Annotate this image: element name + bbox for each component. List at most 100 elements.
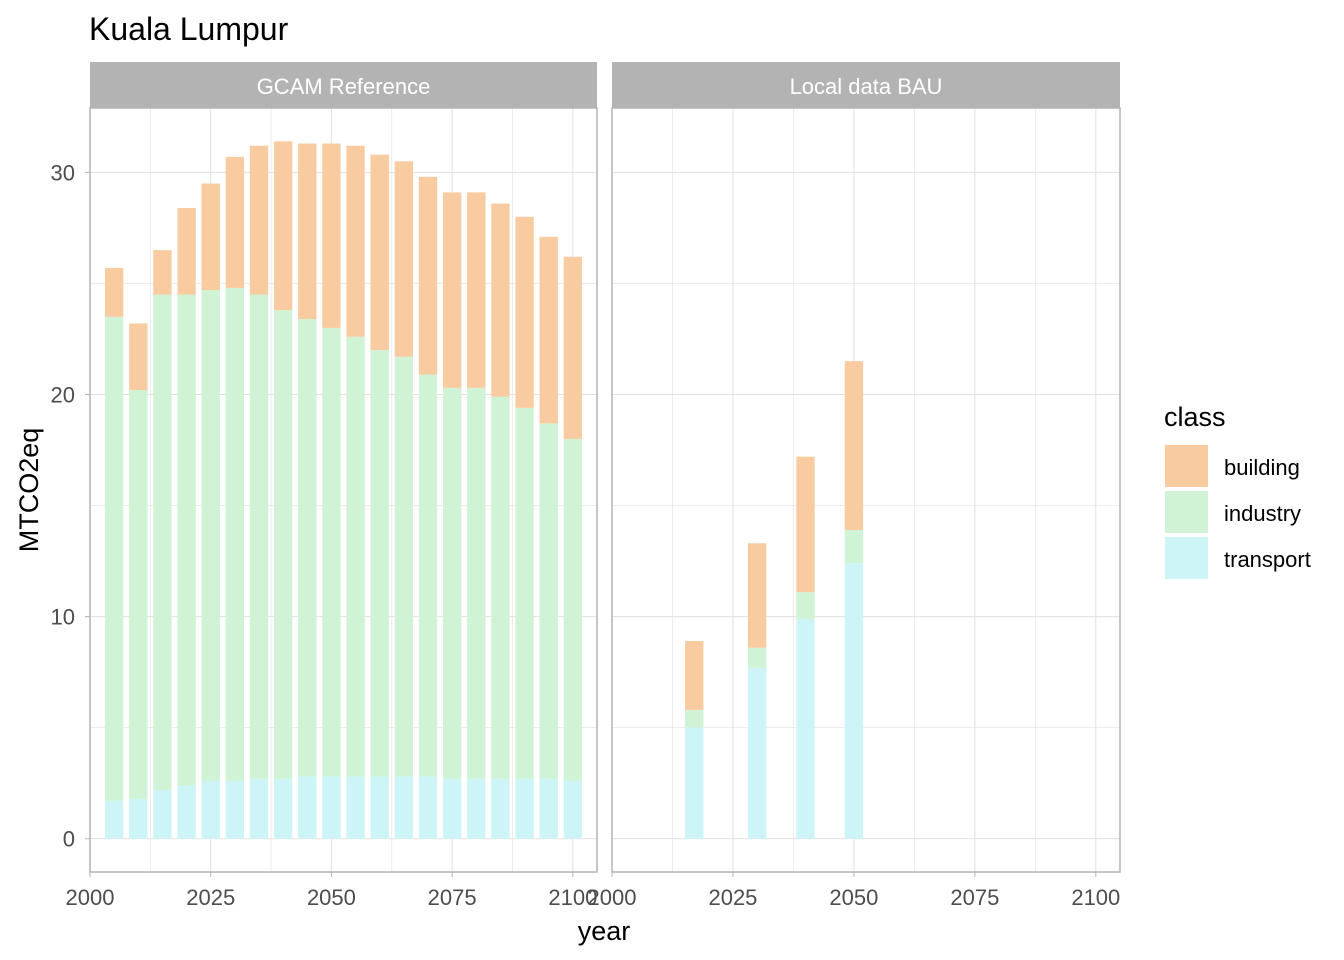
bar-industry-2017 — [685, 709, 704, 728]
bar-transport-2100 — [563, 780, 583, 839]
bar-transport-2045 — [298, 776, 317, 839]
bar-industry-2040 — [796, 592, 815, 619]
x-tick-label: 2100 — [548, 885, 597, 910]
bar-building-2020 — [177, 207, 196, 295]
bar-industry-2070 — [418, 374, 438, 777]
x-tick-label: 2000 — [588, 885, 637, 910]
legend-label-transport: transport — [1224, 547, 1311, 572]
bar-industry-2080 — [467, 387, 486, 779]
bar-building-2080 — [467, 192, 486, 388]
bar-building-2085 — [491, 203, 510, 397]
bar-industry-2095 — [539, 423, 558, 779]
bar-industry-2090 — [515, 407, 534, 779]
panel-border — [89, 107, 598, 873]
bar-transport-2040 — [796, 618, 815, 839]
bar-building-2010 — [129, 323, 148, 391]
bar-building-2060 — [370, 154, 389, 351]
bar-transport-2060 — [370, 776, 389, 839]
bar-transport-2070 — [418, 776, 438, 839]
x-tick-label: 2075 — [950, 885, 999, 910]
bar-industry-2060 — [370, 350, 389, 777]
bar-industry-2005 — [104, 316, 124, 801]
bar-building-2100 — [563, 256, 583, 439]
facet-panels: GCAM Reference 2000 2025 2050 2075 2100 0 10 20 3… — [51, 62, 1121, 910]
bar-transport-2050 — [844, 563, 864, 839]
bar-building-2030 — [747, 543, 767, 648]
bar-industry-2050 — [322, 327, 341, 777]
bar-transport-2050 — [322, 776, 341, 839]
x-tick-label: 2075 — [428, 885, 477, 910]
bar-building-2055 — [346, 145, 365, 337]
bars-gcam-reference — [104, 141, 583, 839]
x-tick-label: 2000 — [66, 885, 115, 910]
bar-building-2065 — [394, 161, 414, 357]
panel-gcam-reference: GCAM Reference 2000 2025 2050 2075 2100 0 10 20 3… — [51, 62, 598, 910]
legend-key-industry — [1165, 491, 1208, 533]
x-tick-label: 2025 — [186, 885, 235, 910]
bar-transport-2005 — [104, 800, 124, 839]
legend-label-building: building — [1224, 455, 1300, 480]
x-tick-label: 2100 — [1071, 885, 1120, 910]
bar-industry-2015 — [153, 294, 172, 790]
x-tick-label: 2050 — [307, 885, 356, 910]
bar-transport-2030 — [225, 780, 245, 839]
bar-industry-2055 — [346, 336, 365, 777]
x-axis-title: year — [578, 916, 631, 946]
y-tick-label: 20 — [51, 383, 75, 408]
bar-industry-2065 — [394, 356, 414, 777]
bar-industry-2010 — [129, 390, 148, 799]
x-tick-label: 2050 — [829, 885, 878, 910]
bar-transport-2025 — [201, 780, 220, 839]
bar-industry-2050 — [844, 529, 864, 564]
bar-transport-2075 — [442, 778, 462, 839]
panel-local-data-bau: Local data BAU 2000 2025 2050 2075 2100 — [588, 62, 1121, 910]
bar-industry-2030 — [225, 287, 245, 781]
bar-building-2095 — [539, 236, 558, 424]
legend-title: class — [1164, 402, 1226, 432]
x-tick-label: 2025 — [708, 885, 757, 910]
y-tick-label: 10 — [51, 605, 75, 630]
bar-building-2030 — [225, 156, 245, 288]
bar-industry-2020 — [177, 294, 196, 786]
bar-industry-2025 — [201, 290, 220, 781]
bar-industry-2040 — [273, 310, 293, 779]
bar-building-2070 — [418, 176, 438, 375]
bar-transport-2015 — [153, 789, 172, 839]
y-tick-label: 0 — [63, 827, 75, 852]
bar-building-2017 — [685, 641, 704, 710]
strip-label-local-data-bau: Local data BAU — [790, 74, 943, 99]
bar-industry-2035 — [249, 294, 269, 779]
strip-gcam-reference — [90, 62, 597, 108]
bar-building-2040 — [796, 456, 815, 593]
bar-building-2045 — [298, 143, 317, 319]
bar-building-2075 — [442, 192, 462, 388]
strip-local-data-bau — [612, 62, 1120, 108]
bar-transport-2085 — [491, 778, 510, 839]
bar-transport-2040 — [273, 778, 293, 839]
bars-local-data-bau — [685, 361, 864, 839]
bar-industry-2085 — [491, 396, 510, 779]
bar-transport-2017 — [685, 727, 704, 839]
chart-title: Kuala Lumpur — [89, 11, 289, 47]
bar-transport-2010 — [129, 798, 148, 839]
y-axis-title: MTCO2eq — [14, 428, 44, 553]
bar-transport-2055 — [346, 776, 365, 839]
bar-transport-2095 — [539, 778, 558, 839]
bar-industry-2030 — [747, 647, 767, 668]
legend: class building industry transport — [1164, 402, 1311, 579]
bar-industry-2100 — [563, 438, 583, 781]
bar-building-2050 — [322, 143, 341, 328]
legend-key-transport — [1165, 537, 1208, 579]
strip-label-gcam-reference: GCAM Reference — [257, 74, 431, 99]
bar-building-2005 — [104, 267, 124, 317]
bar-building-2025 — [201, 183, 220, 291]
bar-building-2050 — [844, 361, 864, 530]
legend-label-industry: industry — [1224, 501, 1301, 526]
bar-building-2040 — [273, 141, 293, 311]
bar-building-2090 — [515, 216, 534, 408]
bar-transport-2035 — [249, 778, 269, 839]
bar-transport-2020 — [177, 785, 196, 839]
bar-transport-2030 — [747, 667, 767, 839]
